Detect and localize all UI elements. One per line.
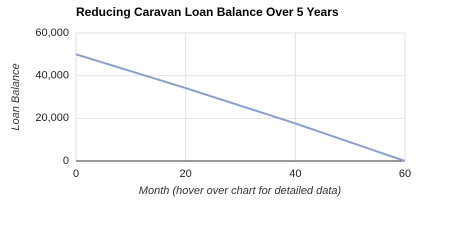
y-tick-label: 60,000 [35, 27, 69, 39]
chart-title: Reducing Caravan Loan Balance Over 5 Yea… [76, 5, 339, 19]
y-axis-title: Loan Balance [10, 63, 22, 130]
y-tick-label: 0 [63, 155, 69, 167]
x-tick-label: 60 [399, 168, 411, 180]
chart: Reducing Caravan Loan Balance Over 5 Yea… [10, 5, 411, 197]
x-axis-title: Month (hover over chart for detailed dat… [139, 185, 342, 197]
x-tick-label: 40 [289, 168, 301, 180]
line-series [75, 53, 406, 162]
x-tick-label: 0 [73, 168, 79, 180]
x-tick-label: 20 [180, 168, 192, 180]
y-tick-label: 20,000 [35, 112, 69, 124]
y-tick-label: 40,000 [35, 70, 69, 82]
